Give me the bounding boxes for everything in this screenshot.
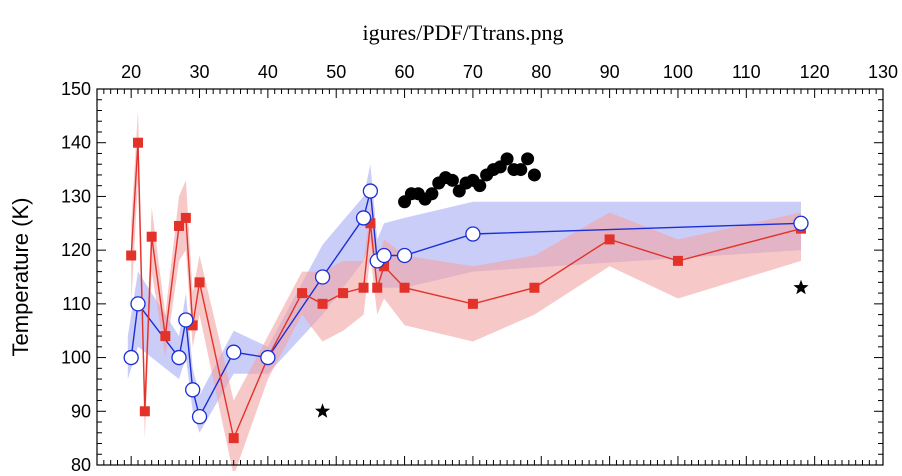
x-tick-label-130: 130 bbox=[868, 62, 898, 82]
y-tick-label-140: 140 bbox=[61, 133, 91, 153]
series-1-point-8 bbox=[194, 277, 205, 288]
series-1-point-16 bbox=[372, 282, 383, 293]
series-0-point-10 bbox=[362, 183, 379, 199]
series-0-point-5 bbox=[191, 409, 208, 425]
x-tick-label-110: 110 bbox=[732, 62, 761, 82]
series-0-point-9 bbox=[355, 210, 372, 226]
series-1-point-3 bbox=[146, 231, 157, 242]
y-tick-label-130: 130 bbox=[61, 186, 91, 206]
series-0-point-1 bbox=[130, 296, 146, 312]
series-0-point-0 bbox=[123, 349, 139, 366]
series-1-point-5 bbox=[174, 220, 185, 231]
y-tick-label-80: 80 bbox=[71, 455, 91, 471]
y-tick-label-110: 110 bbox=[62, 294, 91, 314]
series-2-point-17 bbox=[514, 163, 528, 177]
series-0-point-6 bbox=[226, 344, 242, 360]
series-0-point-14 bbox=[465, 226, 481, 242]
series-0-point-15 bbox=[793, 215, 809, 231]
x-tick-label-80: 80 bbox=[531, 62, 551, 82]
series-1-point-13 bbox=[338, 288, 349, 299]
series-1-point-4 bbox=[160, 331, 171, 342]
series-1-point-14 bbox=[358, 282, 369, 293]
y-tick-label-150: 150 bbox=[61, 79, 91, 99]
series-1-point-11 bbox=[297, 288, 308, 299]
series-1-point-17 bbox=[379, 261, 390, 272]
series-2-point-4 bbox=[425, 187, 439, 201]
x-tick-label-50: 50 bbox=[326, 62, 346, 82]
series-0-point-7 bbox=[260, 349, 276, 366]
y-tick-label-120: 120 bbox=[61, 240, 91, 260]
series-1-point-9 bbox=[228, 433, 239, 444]
series-1-point-19 bbox=[467, 298, 478, 309]
series-1-line bbox=[130, 142, 802, 441]
x-tick-label-90: 90 bbox=[600, 62, 620, 82]
series-2-point-15 bbox=[500, 152, 514, 166]
series-1-point-15 bbox=[365, 218, 376, 229]
ticks-layer bbox=[96, 88, 884, 466]
series-1-point-20 bbox=[529, 282, 540, 293]
x-tick-label-30: 30 bbox=[190, 62, 210, 82]
x-tick-label-120: 120 bbox=[800, 62, 830, 82]
series-2-point-18 bbox=[521, 152, 535, 166]
series-2-point-11 bbox=[473, 179, 487, 193]
series-1-band bbox=[131, 110, 801, 476]
series-0-point-4 bbox=[185, 382, 201, 398]
plot-frame bbox=[96, 88, 884, 466]
bands-layer bbox=[127, 110, 802, 476]
series-2-point-7 bbox=[445, 173, 459, 187]
y-tick-label-90: 90 bbox=[71, 401, 91, 421]
y-tick-label-100: 100 bbox=[61, 348, 91, 368]
y-axis-label: Temperature (K) bbox=[8, 198, 33, 357]
x-tick-label-20: 20 bbox=[121, 62, 141, 82]
series-0-point-2 bbox=[171, 349, 187, 366]
x-tick-label-60: 60 bbox=[395, 62, 415, 82]
series-0-point-3 bbox=[178, 312, 194, 328]
series-2-point-19 bbox=[527, 168, 541, 182]
series-3-point-1 bbox=[793, 279, 809, 295]
series-1-point-1 bbox=[133, 137, 144, 148]
series-1-point-6 bbox=[180, 212, 191, 223]
page-title: igures/PDF/Ttrans.png bbox=[362, 20, 563, 45]
series-1-point-22 bbox=[672, 255, 683, 266]
x-tick-label-100: 100 bbox=[663, 62, 693, 82]
series-3-point-0 bbox=[314, 403, 331, 418]
series-0-point-13 bbox=[396, 247, 413, 264]
x-tick-label-70: 70 bbox=[463, 62, 483, 82]
lines-layer bbox=[130, 142, 802, 441]
series-1-point-18 bbox=[399, 282, 410, 293]
series-1-point-21 bbox=[604, 234, 615, 245]
tick-labels-layer: 20 30 40 50 60 70 80 90 100 110 120 130 80 90 100 110 12… bbox=[61, 62, 898, 475]
markers-layer bbox=[123, 137, 809, 444]
series-1-point-2 bbox=[139, 406, 150, 417]
series-0-line bbox=[130, 190, 802, 419]
series-0-point-12 bbox=[376, 247, 392, 264]
series-1-point-0 bbox=[126, 250, 137, 261]
series-0-point-8 bbox=[314, 269, 331, 285]
series-1-point-12 bbox=[317, 298, 328, 309]
series-1-point-7 bbox=[187, 320, 198, 331]
x-tick-label-40: 40 bbox=[258, 62, 278, 82]
